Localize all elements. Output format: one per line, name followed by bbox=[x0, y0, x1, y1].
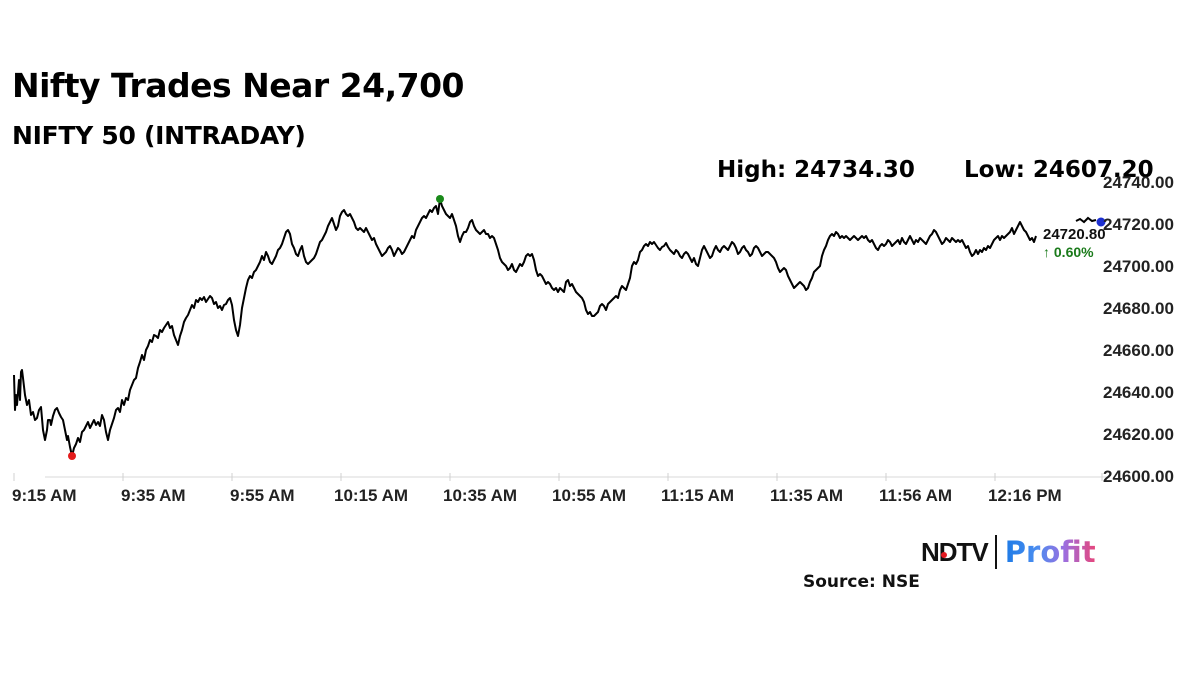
x-axis-ticks bbox=[13, 473, 1103, 481]
x-tick-label: 9:55 AM bbox=[230, 486, 295, 505]
logo-divider bbox=[994, 535, 997, 569]
change-percent-label: ↑ 0.60% bbox=[1043, 244, 1094, 260]
y-tick-label: 24700.00 bbox=[1103, 257, 1174, 276]
y-tick-label: 24600.00 bbox=[1103, 467, 1174, 486]
ndtv-profit-logo: NDTV Profit bbox=[921, 533, 1096, 571]
y-tick-label: 24720.00 bbox=[1103, 215, 1174, 234]
y-tick-label: 24660.00 bbox=[1103, 341, 1174, 360]
y-tick-label: 24680.00 bbox=[1103, 299, 1174, 318]
low-marker bbox=[68, 452, 76, 460]
day-low-label: Low: 24607.20 bbox=[964, 157, 1154, 183]
price-line-tail bbox=[1075, 216, 1097, 224]
high-marker bbox=[436, 195, 444, 203]
ndtv-wordmark: NDTV bbox=[921, 536, 989, 568]
profit-wordmark: Profit bbox=[1004, 535, 1096, 569]
chart-subtitle: NIFTY 50 (INTRADAY) bbox=[12, 121, 306, 150]
x-tick-label: 10:35 AM bbox=[443, 486, 518, 505]
source-label: Source: NSE bbox=[803, 572, 920, 592]
x-tick-label: 11:56 AM bbox=[879, 486, 953, 505]
x-tick-label: 9:35 AM bbox=[121, 486, 186, 505]
chart-title: Nifty Trades Near 24,700 bbox=[12, 66, 465, 105]
y-tick-label: 24620.00 bbox=[1103, 425, 1174, 444]
ndtv-red-dot-icon bbox=[941, 551, 947, 558]
x-tick-label: 9:15 AM bbox=[12, 486, 77, 505]
x-tick-label: 11:35 AM bbox=[770, 486, 844, 505]
day-high-label: High: 24734.30 bbox=[717, 157, 915, 183]
y-tick-label: 24640.00 bbox=[1103, 383, 1174, 402]
ndtv-text: NDTV bbox=[921, 536, 989, 567]
price-line bbox=[13, 198, 1037, 457]
y-tick-label: 24740.00 bbox=[1103, 173, 1174, 192]
x-tick-label: 10:55 AM bbox=[552, 486, 627, 505]
last-price-label: 24720.80 bbox=[1043, 226, 1106, 243]
last-price-marker bbox=[1096, 217, 1106, 227]
x-tick-label: 11:15 AM bbox=[661, 486, 735, 505]
x-tick-label: 12:16 PM bbox=[988, 486, 1062, 505]
x-tick-label: 10:15 AM bbox=[334, 486, 409, 505]
